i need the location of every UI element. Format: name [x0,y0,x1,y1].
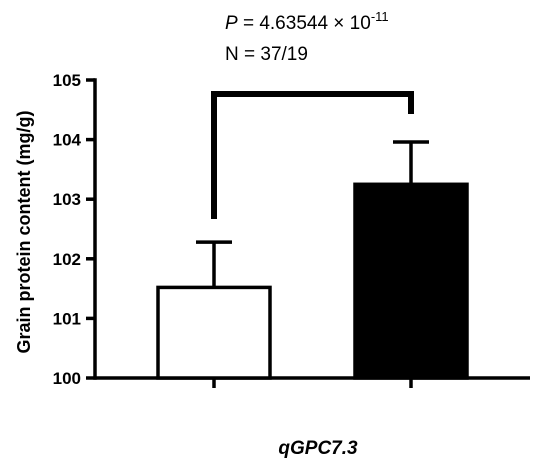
p-label: P [225,13,238,34]
y-axis-label: Grain protein content (mg/g) [14,111,34,354]
plot-area: 100 101 102 103 104 105 [53,71,530,388]
y-tick-label: 104 [53,131,82,150]
y-tick-label: 105 [53,71,81,90]
y-tick-label: 100 [53,369,81,388]
p-equals-text: = 4.63544 × 10 [238,13,371,34]
p-exponent: -11 [371,9,389,24]
y-tick-label: 103 [53,190,81,209]
x-axis-label: qGPC7.3 [278,438,358,459]
y-tick-label: 102 [53,250,81,269]
sample-size-annotation: N = 37/19 [225,44,308,65]
bar-white [156,285,272,380]
p-value-annotation: P = 4.63544 × 10-11 [225,9,389,34]
significance-bracket [211,91,414,219]
y-tick-label: 101 [53,309,81,328]
bar-black [353,182,469,380]
